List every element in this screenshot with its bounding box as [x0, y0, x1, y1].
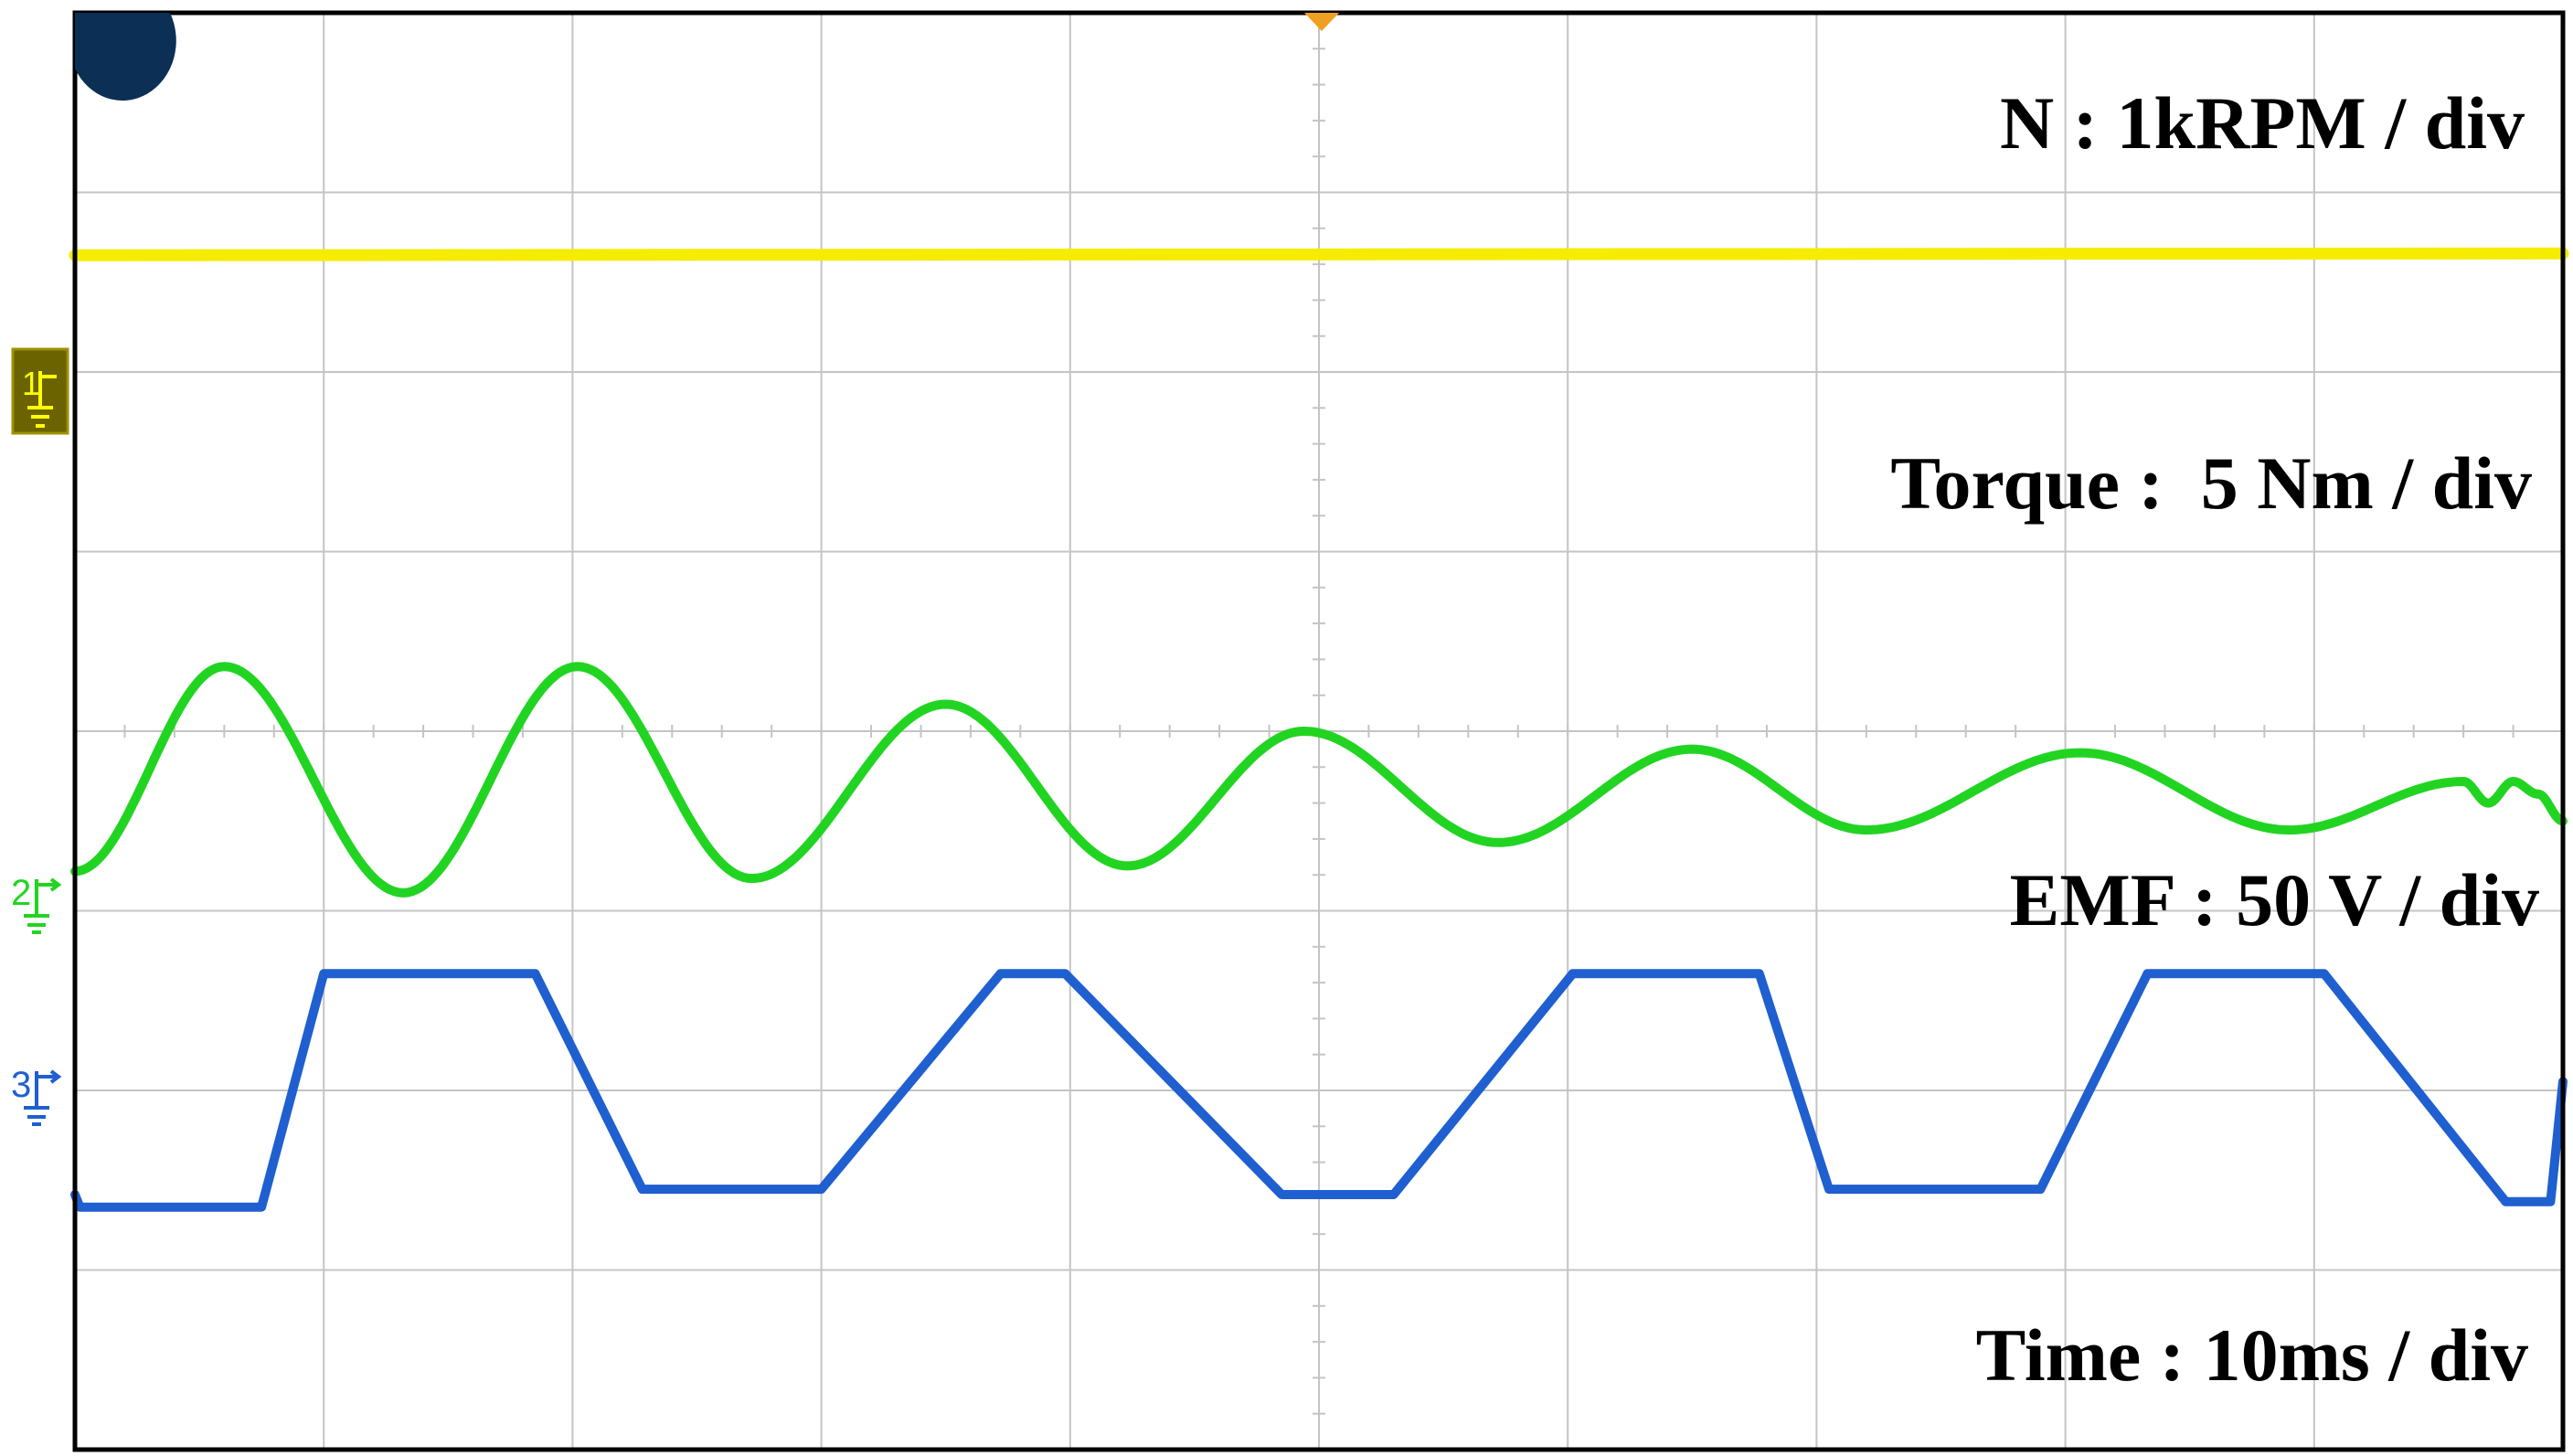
- channel-1-marker: 1: [11, 347, 69, 435]
- trace-channel-1: [69, 247, 2569, 261]
- trace-channel-3: [70, 662, 2568, 898]
- channel-1-number: 1: [22, 365, 40, 402]
- channel-3-marker: 3: [11, 1065, 62, 1126]
- trace-channel-2: [70, 969, 2568, 1212]
- trigger-position-icon: [1304, 13, 1339, 31]
- channel-3-number: 3: [11, 1065, 31, 1105]
- corner-dot-icon: [75, 13, 176, 101]
- ground-reference-icon: [24, 1069, 62, 1126]
- torque-scale-label: Torque : 5 Nm / div: [1890, 441, 2532, 525]
- speed-scale-label: N : 1kRPM / div: [2000, 81, 2525, 165]
- time-scale-label: Time : 10ms / div: [1976, 1313, 2528, 1397]
- waveform-traces: [69, 247, 2569, 1212]
- emf-scale-label: EMF : 50 V / div: [2010, 858, 2539, 941]
- channel-2-marker: 2: [11, 873, 62, 934]
- ground-reference-icon: [27, 371, 57, 428]
- ground-reference-icon: [24, 877, 62, 934]
- channel-2-number: 2: [11, 873, 31, 913]
